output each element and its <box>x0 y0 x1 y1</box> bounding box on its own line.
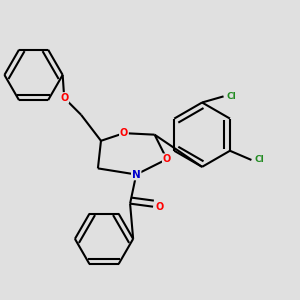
Text: O: O <box>120 128 128 138</box>
Text: N: N <box>132 169 141 179</box>
Text: Cl: Cl <box>254 155 264 164</box>
Text: O: O <box>163 154 171 164</box>
Text: Cl: Cl <box>226 92 236 101</box>
Text: O: O <box>155 202 163 212</box>
Text: O: O <box>60 93 68 103</box>
